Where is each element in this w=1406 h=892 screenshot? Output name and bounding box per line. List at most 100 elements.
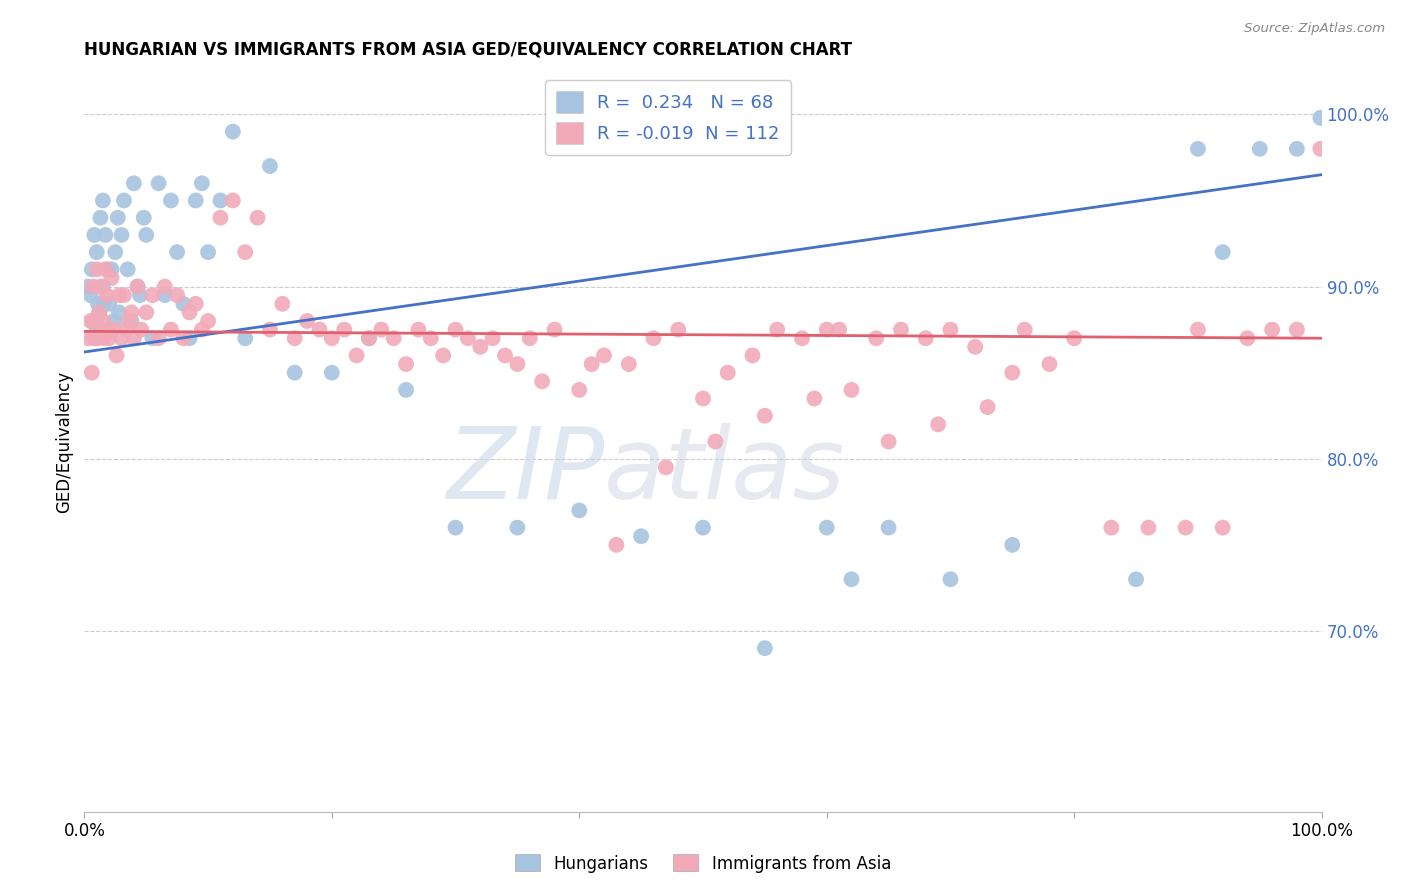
Point [717, 366, 740, 380]
Point [692, 521, 714, 535]
Point [246, 211, 269, 225]
Point [481, 331, 503, 345]
Point [160, 323, 183, 337]
Point [141, 331, 163, 345]
Point [135, 305, 157, 319]
Point [754, 409, 776, 423]
Point [129, 288, 152, 302]
Point [444, 521, 467, 535]
Point [97, 323, 120, 337]
Point [1001, 366, 1024, 380]
Point [80, 366, 103, 380]
Point [100, 262, 122, 277]
Point [1236, 331, 1258, 345]
Point [172, 297, 194, 311]
Point [1309, 111, 1331, 125]
Point [86, 245, 108, 260]
Point [593, 348, 616, 362]
Point [666, 323, 689, 337]
Point [308, 323, 330, 337]
Point [457, 331, 479, 345]
Point [914, 331, 936, 345]
Point [209, 211, 232, 225]
Point [233, 331, 256, 345]
Point [233, 245, 256, 260]
Point [115, 323, 138, 337]
Point [655, 460, 678, 475]
Point [444, 323, 467, 337]
Point [568, 383, 591, 397]
Point [83, 227, 105, 242]
Point [79, 288, 101, 302]
Point [519, 331, 541, 345]
Legend: R =  0.234   N = 68, R = -0.019  N = 112: R = 0.234 N = 68, R = -0.019 N = 112 [546, 80, 790, 155]
Point [877, 521, 900, 535]
Point [122, 176, 145, 190]
Point [617, 357, 640, 371]
Point [815, 521, 838, 535]
Point [84, 331, 107, 345]
Point [222, 194, 245, 208]
Point [1261, 323, 1284, 337]
Point [91, 194, 114, 208]
Point [1001, 538, 1024, 552]
Point [127, 279, 149, 293]
Point [141, 288, 163, 302]
Point [160, 194, 183, 208]
Point [395, 357, 418, 371]
Point [1212, 245, 1234, 260]
Point [357, 331, 380, 345]
Point [103, 314, 125, 328]
Point [939, 323, 962, 337]
Point [80, 262, 103, 277]
Point [284, 366, 307, 380]
Point [259, 323, 281, 337]
Point [90, 323, 112, 337]
Point [103, 323, 125, 337]
Point [98, 297, 121, 311]
Legend: Hungarians, Immigrants from Asia: Hungarians, Immigrants from Asia [509, 847, 897, 880]
Point [87, 331, 110, 345]
Point [112, 194, 135, 208]
Point [153, 279, 176, 293]
Point [259, 159, 281, 173]
Point [129, 323, 152, 337]
Point [1063, 331, 1085, 345]
Point [153, 288, 176, 302]
Point [1099, 521, 1122, 535]
Text: HUNGARIAN VS IMMIGRANTS FROM ASIA GED/EQUIVALENCY CORRELATION CHART: HUNGARIAN VS IMMIGRANTS FROM ASIA GED/EQ… [84, 41, 852, 59]
Point [93, 331, 115, 345]
Point [184, 194, 207, 208]
Point [89, 305, 111, 319]
Point [94, 262, 117, 277]
Y-axis label: GED/Equivalency: GED/Equivalency [55, 370, 73, 513]
Point [82, 314, 104, 328]
Point [79, 314, 101, 328]
Point [87, 297, 110, 311]
Point [184, 297, 207, 311]
Point [1212, 521, 1234, 535]
Point [1285, 142, 1308, 156]
Point [419, 331, 441, 345]
Point [766, 323, 789, 337]
Point [470, 340, 492, 354]
Point [105, 348, 128, 362]
Point [172, 331, 194, 345]
Point [432, 348, 454, 362]
Point [927, 417, 949, 432]
Point [815, 323, 838, 337]
Point [1309, 142, 1331, 156]
Point [166, 245, 188, 260]
Point [86, 323, 108, 337]
Point [100, 271, 122, 285]
Point [1038, 357, 1060, 371]
Point [284, 331, 307, 345]
Text: ZIP: ZIP [446, 423, 605, 520]
Point [209, 194, 232, 208]
Point [531, 374, 554, 388]
Point [1285, 323, 1308, 337]
Point [108, 305, 131, 319]
Point [84, 314, 107, 328]
Point [120, 305, 142, 319]
Point [197, 245, 219, 260]
